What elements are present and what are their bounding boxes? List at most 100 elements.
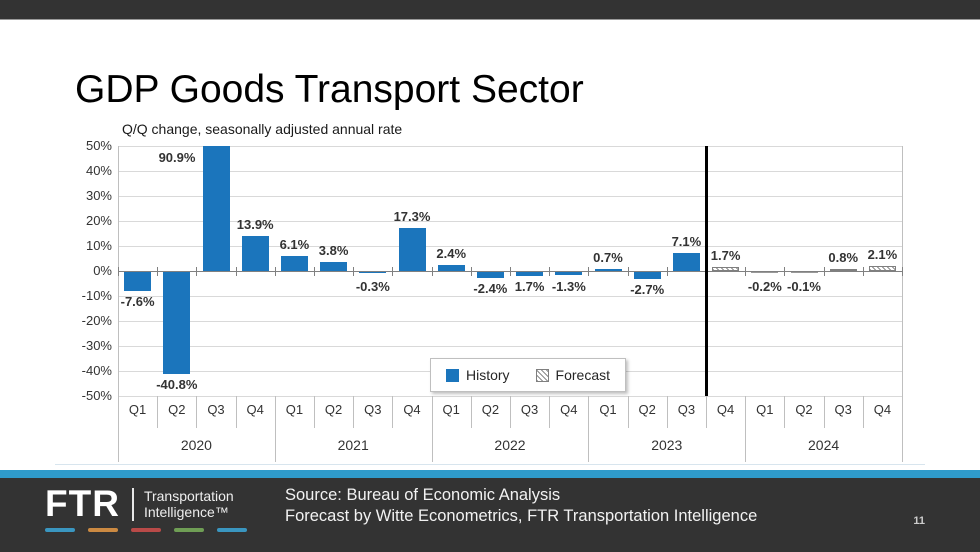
top-bar [0, 0, 980, 20]
x-axis-quarter-label: Q3 [677, 402, 696, 417]
y-tick-label: -20% [81, 313, 112, 328]
data-label-2024-Q3: 0.8% [828, 250, 859, 265]
gridline [118, 196, 902, 197]
gridline [118, 146, 902, 147]
x-axis-year-label: 2023 [651, 437, 683, 453]
ftr-logo: FTR Transportation Intelligence™ [45, 483, 247, 532]
plot-left-border [118, 146, 119, 462]
data-label-2024-Q2: -0.1% [787, 279, 821, 294]
legend-item-forecast: Forecast [535, 367, 611, 383]
accent-dash-3 [131, 528, 161, 532]
bar-2020-Q2 [163, 272, 191, 374]
zero-axis-tick [157, 267, 159, 276]
year-separator [431, 396, 433, 462]
data-label-2020-Q2: -40.8% [156, 377, 198, 392]
y-tick-label: 20% [85, 213, 112, 228]
zero-axis-tick [392, 267, 394, 276]
ftr-logo-text: FTR [45, 483, 120, 524]
x-axis-quarter-label: Q3 [364, 402, 382, 417]
bar-2023-Q3 [672, 253, 700, 271]
quarter-separator [235, 396, 237, 428]
zero-axis-tick [353, 267, 355, 276]
logo-tagline-line2: Intelligence™ [143, 504, 229, 520]
x-axis-quarter-label: Q3 [520, 402, 539, 417]
bar-2024-Q1 [751, 272, 779, 274]
data-label-2021-Q1: 6.1% [279, 236, 310, 252]
zero-axis-tick [314, 267, 315, 276]
bar-2021-Q2 [320, 261, 348, 271]
data-label-2022-Q2: -2.4% [473, 281, 508, 296]
accent-dash-1 [45, 528, 75, 532]
legend-forecast-label: Forecast [555, 367, 611, 383]
bar-2022-Q1 [437, 265, 465, 271]
bar-2024-Q2 [790, 272, 818, 274]
logo-tagline-line1: Transportation [143, 488, 234, 504]
quarter-separator [862, 396, 864, 428]
source-text: Source: Bureau of Economic Analysis Fore… [285, 485, 757, 527]
x-axis-quarter-label: Q2 [638, 402, 656, 417]
zero-axis-tick [118, 267, 119, 276]
y-tick-label: 0% [93, 263, 112, 278]
x-axis-quarter-label: Q2 [324, 402, 343, 417]
y-tick-label: 10% [85, 238, 112, 253]
gridline [118, 171, 902, 172]
zero-axis-tick [627, 267, 629, 276]
data-label-2021-Q2: 3.8% [318, 242, 349, 258]
zero-axis-tick [549, 267, 551, 276]
chart-subtitle: Q/Q change, seasonally adjusted annual r… [122, 121, 403, 137]
x-axis-quarter-label: Q1 [285, 402, 304, 417]
gridline [118, 246, 902, 247]
zero-axis-tick [745, 267, 747, 276]
x-axis-quarter-label: Q4 [716, 402, 735, 417]
chart-legend: History Forecast [430, 358, 626, 392]
bar-2021-Q3 [359, 272, 387, 274]
x-axis-quarter-label: Q4 [873, 402, 892, 417]
forecast-swatch-icon [535, 368, 549, 382]
x-axis-year-label: 2022 [494, 437, 526, 453]
data-label-2024-Q1: -0.2% [747, 279, 782, 294]
year-separator [588, 396, 590, 462]
data-label-2023-Q4: 1.7% [710, 247, 741, 263]
bar-2020-Q1 [124, 272, 152, 291]
accent-dash-5 [217, 528, 247, 532]
gridline [118, 321, 902, 322]
zero-axis-tick [666, 267, 668, 276]
zero-axis-tick [470, 267, 472, 276]
x-axis-quarter-label: Q2 [795, 402, 813, 417]
logo-accent-dashes [45, 528, 247, 532]
zero-axis-tick [823, 267, 825, 276]
quarter-separator [706, 396, 707, 428]
y-tick-label: -50% [81, 388, 112, 403]
x-axis-quarter-label: Q3 [834, 402, 852, 417]
history-swatch-icon [445, 368, 459, 382]
y-tick-label: -30% [81, 338, 112, 353]
data-label-2020-Q4: 13.9% [236, 217, 274, 233]
data-label-2022-Q3: 1.7% [514, 279, 545, 295]
x-axis-quarter-label: Q4 [560, 402, 578, 417]
y-tick-label: -10% [81, 288, 112, 303]
zero-axis-tick [274, 267, 276, 276]
x-axis-quarter-label: Q1 [756, 402, 774, 417]
zero-axis-tick [196, 267, 198, 276]
plot-right-border [902, 146, 903, 462]
source-line-1: Source: Bureau of Economic Analysis [285, 486, 561, 504]
quarter-separator [196, 396, 198, 428]
data-label-2020-Q1: -7.6% [120, 294, 155, 309]
footer: FTR Transportation Intelligence™ Source:… [0, 478, 980, 552]
data-label-2022-Q1: 2.4% [436, 246, 467, 261]
bar-2022-Q4 [555, 272, 583, 276]
data-label-2023-Q2: -2.7% [630, 281, 665, 297]
zero-axis-tick [235, 267, 237, 276]
quarter-separator [549, 396, 551, 428]
quarter-separator [627, 396, 629, 428]
quarter-separator [510, 396, 511, 428]
y-tick-label: 40% [85, 163, 112, 178]
logo-divider [131, 487, 134, 521]
data-label-2021-Q3: -0.3% [355, 279, 390, 294]
year-separator [745, 396, 747, 462]
data-label-2020-Q3: 90.9% [158, 150, 196, 165]
data-label-2023-Q1: 0.7% [593, 250, 623, 266]
zero-axis-tick [431, 267, 433, 276]
quarter-separator [353, 396, 355, 428]
